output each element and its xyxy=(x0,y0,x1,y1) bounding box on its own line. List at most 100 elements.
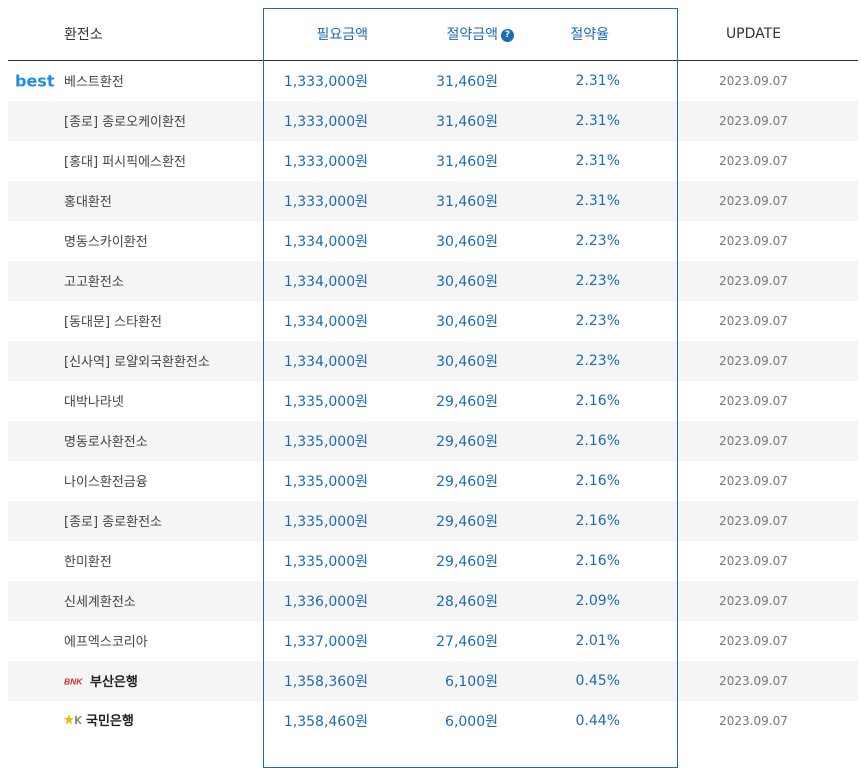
required-amount-cell: 1,335,000원 xyxy=(263,420,378,461)
savings-amount-cell: 28,460원 xyxy=(378,580,514,621)
col-header-exchange: 환전소 xyxy=(8,8,263,61)
exchange-name-cell[interactable]: [종로] 종로오케이환전 xyxy=(8,100,263,141)
table-row[interactable]: 홍대환전 1,333,000원 31,460원 2.31% 2023.09.07 xyxy=(8,180,858,221)
savings-rate-cell: 0.45% xyxy=(514,660,649,701)
exchange-name-cell[interactable]: best 베스트환전 xyxy=(8,61,263,101)
table-row[interactable]: [신사역] 로얄외국환환전소 1,334,000원 30,460원 2.23% 2023… xyxy=(8,340,858,381)
savings-rate-cell: 2.31% xyxy=(575,152,620,169)
savings-rate-cell: 2.16% xyxy=(575,552,620,569)
savings-rate-cell: 2.16% xyxy=(514,420,649,461)
update-date-cell: 2023.09.07 xyxy=(719,553,788,568)
table-row[interactable]: 한미환전 1,335,000원 29,460원 2.16% 2023.09.07 xyxy=(8,541,858,581)
exchange-name-cell[interactable]: [홍대] 퍼시픽에스환전 xyxy=(8,141,263,181)
savings-amount-cell: 29,460원 xyxy=(436,473,498,490)
savings-amount-cell: 27,460원 xyxy=(436,633,498,650)
exchange-name-cell[interactable]: 신세계환전소 xyxy=(8,580,263,621)
exchange-name-label: 나이스환전금융 xyxy=(64,475,148,490)
exchange-name-label: 부산은행 xyxy=(90,675,138,690)
exchange-name-label: 한미환전 xyxy=(64,555,112,570)
exchange-name-label: [홍대] 퍼시픽에스환전 xyxy=(64,155,186,170)
savings-amount-cell: 29,460원 xyxy=(378,500,514,541)
required-amount-cell: 1,334,000원 xyxy=(263,260,378,301)
table-row[interactable]: [종로] 종로환전소 1,335,000원 29,460원 2.16% 2023.09.… xyxy=(8,500,858,541)
required-amount-cell: 1,335,000원 xyxy=(263,500,378,541)
savings-amount-cell: 31,460원 xyxy=(378,100,514,141)
exchange-name-cell[interactable]: [동대문] 스타환전 xyxy=(8,301,263,341)
exchange-name-cell[interactable]: 홍대환전 xyxy=(8,180,263,221)
savings-amount-cell: 31,460원 xyxy=(436,73,498,90)
update-date-cell: 2023.09.07 xyxy=(649,340,858,381)
exchange-name-label: [동대문] 스타환전 xyxy=(64,315,162,330)
exchange-name-label: 홍대환전 xyxy=(64,195,112,210)
exchange-name-label: 국민은행 xyxy=(86,714,134,730)
required-amount-cell: 1,333,000원 xyxy=(283,153,368,170)
exchange-name-cell[interactable]: 대박나라넷 xyxy=(8,381,263,421)
update-date-cell: 2023.09.07 xyxy=(719,233,788,248)
table-row[interactable]: 신세계환전소 1,336,000원 28,460원 2.09% 2023.09.07 xyxy=(8,580,858,621)
exchange-name-cell[interactable]: 고고환전소 xyxy=(8,260,263,301)
svg-text:BNK: BNK xyxy=(64,677,83,687)
exchange-name-cell[interactable]: [신사역] 로얄외국환환전소 xyxy=(8,340,263,381)
exchange-name-label: 신세계환전소 xyxy=(64,595,136,610)
exchange-name-cell[interactable]: 국민은행 xyxy=(8,701,263,741)
required-amount-cell: 1,334,000원 xyxy=(263,340,378,381)
table-row[interactable]: [종로] 종로오케이환전 1,333,000원 31,460원 2.31% 2023.0… xyxy=(8,100,858,141)
col-header-required: 필요금액 xyxy=(263,8,378,61)
savings-rate-cell: 2.23% xyxy=(514,260,649,301)
required-amount-cell: 1,358,360원 xyxy=(263,660,378,701)
exchange-name-cell[interactable]: 명동스카이환전 xyxy=(8,221,263,261)
update-date-cell: 2023.09.07 xyxy=(649,580,858,621)
table-row[interactable]: [홍대] 퍼시픽에스환전 1,333,000원 31,460원 2.31% 2023.0… xyxy=(8,141,858,181)
update-date-cell: 2023.09.07 xyxy=(719,73,788,88)
exchange-name-label: [종로] 종로오케이환전 xyxy=(64,115,186,130)
update-date-cell: 2023.09.07 xyxy=(719,153,788,168)
table-body: best 베스트환전 1,333,000원 31,460원 2.31% 2023.09.0… xyxy=(8,61,858,741)
exchange-name-cell[interactable]: 에프엑스코리아 xyxy=(8,621,263,661)
question-circle-icon[interactable]: ? xyxy=(501,28,514,42)
savings-rate-cell: 2.16% xyxy=(575,472,620,489)
table-row[interactable]: 대박나라넷 1,335,000원 29,460원 2.16% 2023.09.07 xyxy=(8,381,858,421)
savings-amount-cell: 6,000원 xyxy=(445,713,498,730)
table-row[interactable]: 에프엑스코리아 1,337,000원 27,460원 2.01% 2023.09.07 xyxy=(8,621,858,661)
required-amount-cell: 1,333,000원 xyxy=(263,180,378,221)
exchange-name-cell[interactable]: BNK 부산은행 xyxy=(8,660,263,701)
table-row[interactable]: 명동로사환전소 1,335,000원 29,460원 2.16% 2023.09.07 xyxy=(8,420,858,461)
required-amount-cell: 1,334,000원 xyxy=(283,233,368,250)
savings-rate-cell: 2.16% xyxy=(514,500,649,541)
required-amount-cell: 1,333,000원 xyxy=(263,100,378,141)
required-amount-cell: 1,335,000원 xyxy=(283,473,368,490)
required-amount-cell: 1,335,000원 xyxy=(283,393,368,410)
savings-amount-cell: 30,460원 xyxy=(436,233,498,250)
table-row[interactable]: 고고환전소 1,334,000원 30,460원 2.23% 2023.09.07 xyxy=(8,260,858,301)
exchange-rate-table: 환전소 필요금액 절약금액? 절약율 UPDATE best 베스트환전 1,333… xyxy=(8,8,858,741)
savings-rate-cell: 2.01% xyxy=(575,632,620,649)
best-badge: best xyxy=(15,71,55,91)
required-amount-cell: 1,337,000원 xyxy=(283,633,368,650)
update-date-cell: 2023.09.07 xyxy=(649,420,858,461)
exchange-name-label: 대박나라넷 xyxy=(64,395,124,410)
update-date-cell: 2023.09.07 xyxy=(719,473,788,488)
savings-rate-cell: 2.23% xyxy=(514,340,649,381)
table-row[interactable]: BNK 부산은행 1,358,360원 6,100원 0.45% 2023.09.07 xyxy=(8,660,858,701)
savings-rate-cell: 2.23% xyxy=(575,232,620,249)
exchange-name-cell[interactable]: 나이스환전금융 xyxy=(8,461,263,501)
savings-rate-cell: 2.09% xyxy=(514,580,649,621)
exchange-name-cell[interactable]: [종로] 종로환전소 xyxy=(8,500,263,541)
required-amount-cell: 1,333,000원 xyxy=(283,73,368,90)
update-date-cell: 2023.09.07 xyxy=(649,660,858,701)
savings-amount-cell: 30,460원 xyxy=(436,313,498,330)
update-date-cell: 2023.09.07 xyxy=(719,633,788,648)
savings-amount-cell: 31,460원 xyxy=(378,180,514,221)
exchange-name-cell[interactable]: 명동로사환전소 xyxy=(8,420,263,461)
table-row[interactable]: 국민은행 1,358,460원 6,000원 0.44% 2023.09.07 xyxy=(8,701,858,741)
savings-rate-cell: 2.31% xyxy=(514,100,649,141)
table-row[interactable]: 나이스환전금융 1,335,000원 29,460원 2.16% 2023.09.07 xyxy=(8,461,858,501)
table-row[interactable]: [동대문] 스타환전 1,334,000원 30,460원 2.23% 2023.09.… xyxy=(8,301,858,341)
col-header-rate: 절약율 xyxy=(514,8,649,61)
exchange-name-cell[interactable]: 한미환전 xyxy=(8,541,263,581)
col-header-savings-label: 절약금액 xyxy=(446,27,498,43)
table-row[interactable]: 명동스카이환전 1,334,000원 30,460원 2.23% 2023.09.07 xyxy=(8,221,858,261)
col-header-savings: 절약금액? xyxy=(378,8,514,61)
table-row[interactable]: best 베스트환전 1,333,000원 31,460원 2.31% 2023.09.0… xyxy=(8,61,858,101)
exchange-name-label: 고고환전소 xyxy=(64,275,124,290)
